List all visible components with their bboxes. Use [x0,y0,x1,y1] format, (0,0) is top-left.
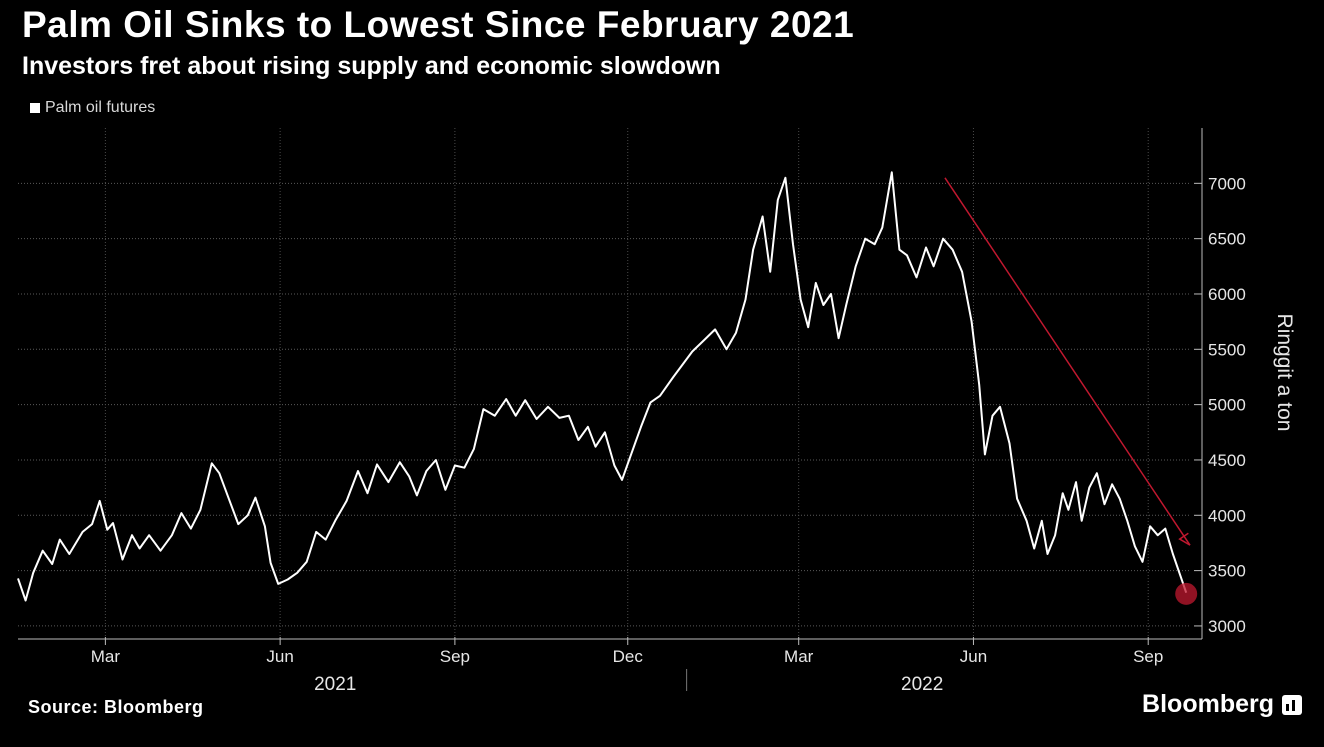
bar-chart-icon [1282,694,1302,715]
brand-logo: Bloomberg [1142,690,1302,719]
y-tick-label: 5500 [1208,340,1246,359]
series-line [17,171,1188,602]
y-axis-label: Ringgit a ton [1273,314,1296,432]
year-label: 2021 [314,674,356,695]
y-tick-label: 3000 [1208,617,1246,636]
chart-subtitle: Investors fret about rising supply and e… [22,52,721,80]
x-tick-label: Mar [91,647,121,666]
y-tick-label: 3500 [1208,562,1246,581]
x-tick-label: Mar [784,647,814,666]
y-tick-label: 4500 [1208,451,1246,470]
x-tick-label: Dec [613,647,644,666]
x-tick-label: Sep [1133,647,1163,666]
y-tick-label: 6000 [1208,285,1246,304]
y-tick-label: 5000 [1208,396,1246,415]
brand-name: Bloomberg [1142,690,1274,718]
lowest-point-marker [1175,582,1198,605]
legend-label: Palm oil futures [45,99,156,116]
x-tick-label: Jun [266,647,293,666]
chart-title: Palm Oil Sinks to Lowest Since February … [22,4,855,45]
x-tick-label: Sep [440,647,470,666]
year-label: 2022 [901,674,943,695]
y-tick-label: 6500 [1208,230,1246,249]
source-note: Source: Bloomberg [28,697,204,717]
legend-swatch [30,103,40,113]
y-tick-label: 7000 [1208,174,1246,193]
legend: Palm oil futures [30,99,155,117]
y-tick-label: 4000 [1208,506,1246,525]
trend-arrow [944,177,1191,546]
x-tick-label: Jun [960,647,987,666]
trend-arrowhead [1178,532,1191,546]
